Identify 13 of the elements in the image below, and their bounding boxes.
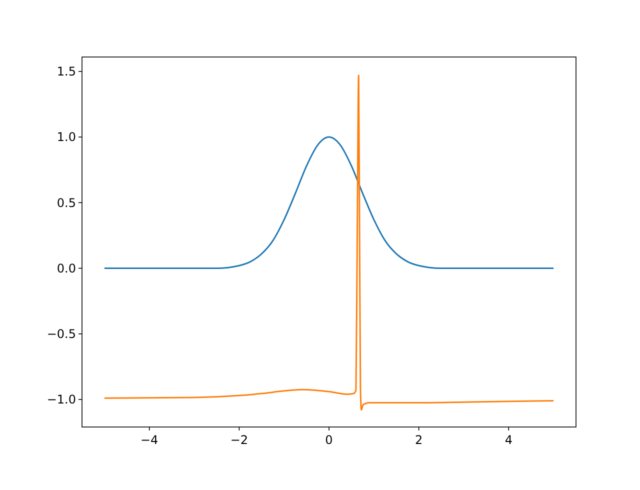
x-tick-label: 0 <box>325 433 333 447</box>
x-tick-label: −2 <box>230 433 248 447</box>
line-series <box>104 136 554 269</box>
y-tick-label: 1.0 <box>56 130 76 144</box>
x-tick-label: 4 <box>504 433 512 447</box>
y-tick-label: −0.5 <box>46 327 76 342</box>
x-tick-label: 2 <box>415 433 423 447</box>
x-tick-label: −4 <box>140 433 158 447</box>
y-tick-label: 0.5 <box>56 196 76 210</box>
y-tick-label: −1.0 <box>46 392 76 407</box>
y-tick-label: 0.0 <box>56 261 76 276</box>
y-tick-label: 1.5 <box>56 64 76 79</box>
line-series <box>104 74 554 411</box>
